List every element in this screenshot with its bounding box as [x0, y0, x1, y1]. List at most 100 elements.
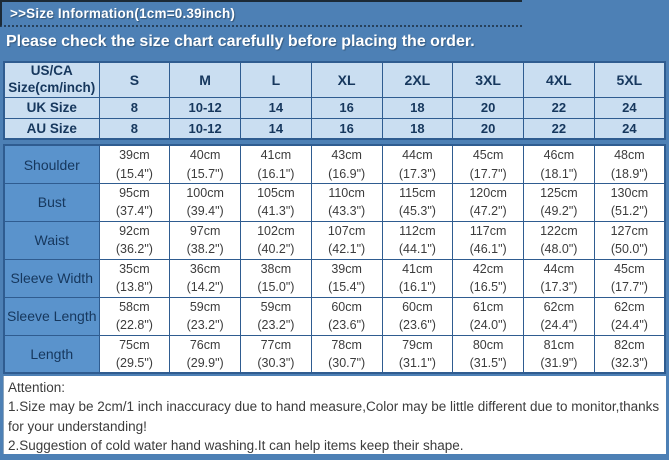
size-row-label: AU Size	[3, 117, 100, 140]
measurement-value-cell: 81cm (31.9")	[523, 334, 595, 374]
measurement-value-cell: 45cm (17.7")	[452, 144, 524, 184]
size-value-cell: 8	[98, 117, 171, 140]
size-column-header: M	[169, 61, 241, 98]
size-value-cell: 10-12	[169, 96, 241, 119]
size-row-label: UK Size	[3, 96, 100, 119]
measurement-value-cell: 48cm (18.9")	[593, 144, 666, 184]
measurement-value-cell: 40cm (15.7")	[169, 144, 241, 184]
size-chart-warning-banner: Please check the size chart carefully be…	[0, 27, 669, 58]
size-value-cell: 20	[452, 96, 524, 119]
attention-note: Attention: 1.Size may be 2cm/1 inch inac…	[3, 376, 666, 455]
size-value-cell: 14	[240, 117, 312, 140]
measurement-value-cell: 92cm (36.2")	[98, 220, 171, 260]
measurement-value-cell: 127cm (50.0")	[593, 220, 666, 260]
measurement-value-cell: 75cm (29.5")	[98, 334, 171, 374]
measurement-value-cell: 39cm (15.4")	[310, 258, 383, 298]
measurement-value-cell: 102cm (40.2")	[240, 220, 312, 260]
size-conversion-row: UK Size 8 10-12 14 16 18 20 22 24	[3, 96, 666, 119]
measurement-label: Sleeve Width	[3, 258, 100, 298]
measurement-row: Shoulder 39cm (15.4") 40cm (15.7") 41cm (16…	[3, 144, 666, 184]
size-information-title-text: >>Size Information(1cm=0.39inch)	[10, 6, 236, 21]
measurement-value-cell: 95cm (37.4")	[98, 182, 171, 222]
size-conversion-table: US/CA Size(cm/inch) S M L XL 2XL 3XL 4XL 5XL UK …	[3, 61, 666, 141]
measurement-value-cell: 36cm (14.2")	[169, 258, 241, 298]
measurement-value-cell: 44cm (17.3")	[381, 144, 454, 184]
measurement-value-cell: 97cm (38.2")	[169, 220, 241, 260]
measurement-value-cell: 76cm (29.9")	[169, 334, 241, 374]
size-header-row: US/CA Size(cm/inch) S M L XL 2XL 3XL 4XL 5XL	[3, 61, 666, 98]
size-value-cell: 8	[98, 96, 171, 119]
measurement-value-cell: 43cm (16.9")	[310, 144, 383, 184]
measurements-table: Shoulder 39cm (15.4") 40cm (15.7") 41cm (16…	[3, 144, 666, 375]
measurement-label: Shoulder	[3, 144, 100, 184]
size-value-cell: 18	[381, 96, 454, 119]
measurement-value-cell: 117cm (46.1")	[452, 220, 524, 260]
measurement-label: Bust	[3, 182, 100, 222]
size-tables-container: US/CA Size(cm/inch) S M L XL 2XL 3XL 4XL 5XL UK …	[0, 58, 669, 375]
size-value-cell: 10-12	[169, 117, 241, 140]
measurement-value-cell: 61cm (24.0")	[452, 296, 524, 336]
attention-heading: Attention:	[8, 380, 66, 396]
measurement-value-cell: 41cm (16.1")	[240, 144, 312, 184]
measurement-value-cell: 39cm (15.4")	[98, 144, 171, 184]
measurement-value-cell: 45cm (17.7")	[593, 258, 666, 298]
us-ca-corner-header: US/CA Size(cm/inch)	[3, 61, 100, 98]
measurement-value-cell: 82cm (32.3")	[593, 334, 666, 374]
measurement-value-cell: 58cm (22.8")	[98, 296, 171, 336]
measurement-value-cell: 105cm (41.3")	[240, 182, 312, 222]
size-value-cell: 20	[452, 117, 524, 140]
measurement-label: Length	[3, 334, 100, 374]
size-value-cell: 16	[310, 117, 383, 140]
size-chart-warning-text: Please check the size chart carefully be…	[6, 33, 475, 50]
measurement-row: Sleeve Length 58cm (22.8") 59cm (23.2") 59c…	[3, 296, 666, 336]
measurement-value-cell: 78cm (30.7")	[310, 334, 383, 374]
measurement-value-cell: 80cm (31.5")	[452, 334, 524, 374]
size-value-cell: 22	[523, 96, 595, 119]
measurement-value-cell: 59cm (23.2")	[240, 296, 312, 336]
measurement-value-cell: 60cm (23.6")	[310, 296, 383, 336]
measurement-value-cell: 38cm (15.0")	[240, 258, 312, 298]
size-information-title: >>Size Information(1cm=0.39inch)	[0, 0, 522, 27]
measurement-label: Waist	[3, 220, 100, 260]
measurement-value-cell: 59cm (23.2")	[169, 296, 241, 336]
measurement-value-cell: 112cm (44.1")	[381, 220, 454, 260]
measurement-value-cell: 42cm (16.5")	[452, 258, 524, 298]
measurement-row: Waist 92cm (36.2") 97cm (38.2") 102cm (40.2…	[3, 220, 666, 260]
measurement-value-cell: 44cm (17.3")	[523, 258, 595, 298]
size-column-header: 4XL	[523, 61, 595, 98]
size-column-header: XL	[310, 61, 383, 98]
size-value-cell: 16	[310, 96, 383, 119]
measurement-row: Bust 95cm (37.4") 100cm (39.4") 105cm (41.3…	[3, 182, 666, 222]
measurement-value-cell: 100cm (39.4")	[169, 182, 241, 222]
measurement-value-cell: 60cm (23.6")	[381, 296, 454, 336]
measurement-value-cell: 79cm (31.1")	[381, 334, 454, 374]
size-column-header: L	[240, 61, 312, 98]
size-column-header: 5XL	[593, 61, 666, 98]
measurement-row: Sleeve Width 35cm (13.8") 36cm (14.2") 38cm…	[3, 258, 666, 298]
measurement-value-cell: 41cm (16.1")	[381, 258, 454, 298]
measurement-value-cell: 125cm (49.2")	[523, 182, 595, 222]
size-value-cell: 24	[593, 96, 666, 119]
size-column-header: 3XL	[452, 61, 524, 98]
attention-line-2: 2.Suggestion of cold water hand washing.…	[8, 437, 464, 453]
size-conversion-row: AU Size 8 10-12 14 16 18 20 22 24	[3, 117, 666, 140]
size-column-header: S	[98, 61, 171, 98]
measurement-value-cell: 120cm (47.2")	[452, 182, 524, 222]
size-value-cell: 22	[523, 117, 595, 140]
measurement-value-cell: 46cm (18.1")	[523, 144, 595, 184]
measurement-label: Sleeve Length	[3, 296, 100, 336]
measurement-value-cell: 77cm (30.3")	[240, 334, 312, 374]
size-value-cell: 24	[593, 117, 666, 140]
measurement-value-cell: 107cm (42.1")	[310, 220, 383, 260]
measurement-value-cell: 115cm (45.3")	[381, 182, 454, 222]
attention-line-1: 1.Size may be 2cm/1 inch inaccuracy due …	[8, 399, 660, 434]
measurement-value-cell: 122cm (48.0")	[523, 220, 595, 260]
measurement-row: Length 75cm (29.5") 76cm (29.9") 77cm (30.3…	[3, 334, 666, 374]
size-column-header: 2XL	[381, 61, 454, 98]
size-value-cell: 14	[240, 96, 312, 119]
measurement-value-cell: 130cm (51.2")	[593, 182, 666, 222]
measurement-value-cell: 35cm (13.8")	[98, 258, 171, 298]
size-value-cell: 18	[381, 117, 454, 140]
measurement-value-cell: 62cm (24.4")	[523, 296, 595, 336]
measurement-value-cell: 62cm (24.4")	[593, 296, 666, 336]
